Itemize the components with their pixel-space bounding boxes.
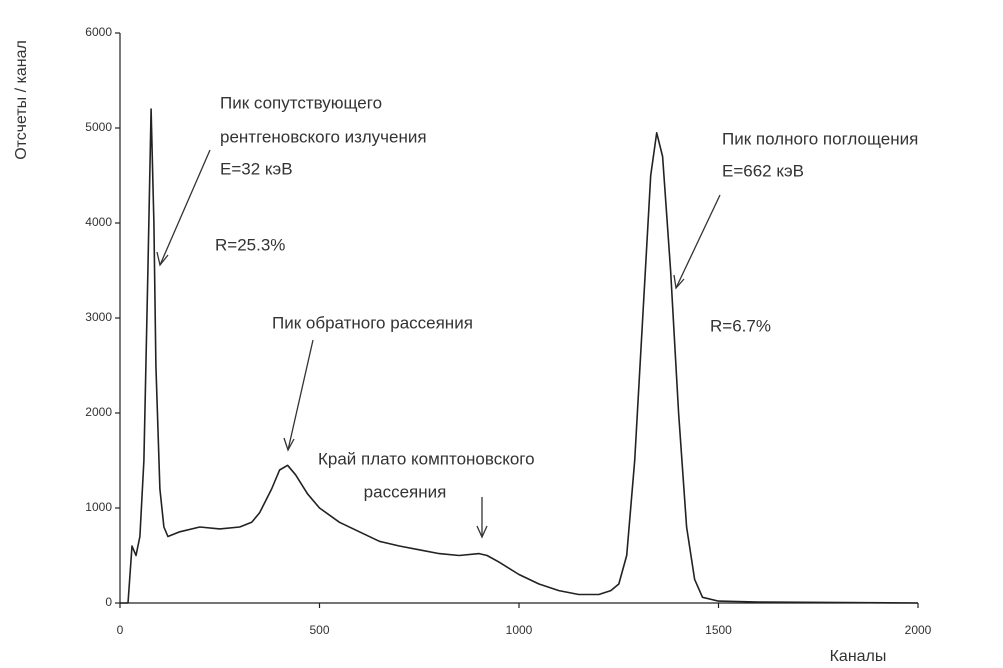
y-tick-label: 4000 <box>85 215 112 229</box>
arrow-head <box>673 274 685 290</box>
annotation: рассеяния <box>364 482 447 501</box>
annotation: R=6.7% <box>710 316 771 335</box>
arrow-head <box>156 251 169 267</box>
arrows <box>156 149 721 539</box>
x-tick-label: 0 <box>117 623 124 637</box>
y-tick-label: 2000 <box>85 405 112 419</box>
arrow-head <box>283 437 295 452</box>
x-tick-label: 2000 <box>905 623 932 637</box>
arrow <box>159 149 211 266</box>
annotation: Пик обратного рассеяния <box>272 313 473 332</box>
annotation: E=662 кэВ <box>722 161 804 180</box>
x-tick-label: 500 <box>309 623 329 637</box>
x-tick-label: 1500 <box>705 623 732 637</box>
annotation: рентгеновского излучения <box>220 127 427 146</box>
y-tick-label: 6000 <box>85 25 112 39</box>
y-tick-label: 1000 <box>85 500 112 514</box>
arrow-head <box>476 525 488 539</box>
annotation: R=25.3% <box>215 235 285 254</box>
y-tick-label: 5000 <box>85 120 112 134</box>
y-tick-label: 0 <box>105 595 112 609</box>
annotation: Край плато комптоновского <box>318 449 535 468</box>
annotation: E=32 кэВ <box>220 159 293 178</box>
annotation: Пик сопутствующего <box>220 93 382 112</box>
x-axis-label: Каналы <box>830 648 887 665</box>
arrow <box>675 194 721 289</box>
y-tick-label: 3000 <box>85 310 112 324</box>
annotation: Пик полного поглощения <box>722 129 918 148</box>
x-tick-label: 1000 <box>506 623 533 637</box>
arrow <box>287 339 314 451</box>
spectrum-line <box>120 108 919 604</box>
y-axis-label: Отсчеты / канал <box>13 40 30 160</box>
